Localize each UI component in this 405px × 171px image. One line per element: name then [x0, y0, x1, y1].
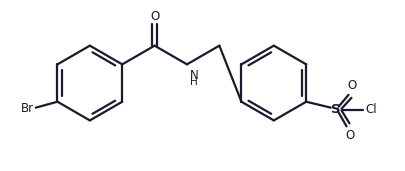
Text: Cl: Cl	[365, 103, 377, 116]
Text: O: O	[348, 80, 357, 93]
Text: S: S	[331, 103, 341, 116]
Text: N: N	[190, 69, 199, 82]
Text: O: O	[150, 10, 159, 23]
Text: Br: Br	[21, 102, 34, 115]
Text: H: H	[190, 77, 198, 87]
Text: O: O	[346, 129, 355, 142]
